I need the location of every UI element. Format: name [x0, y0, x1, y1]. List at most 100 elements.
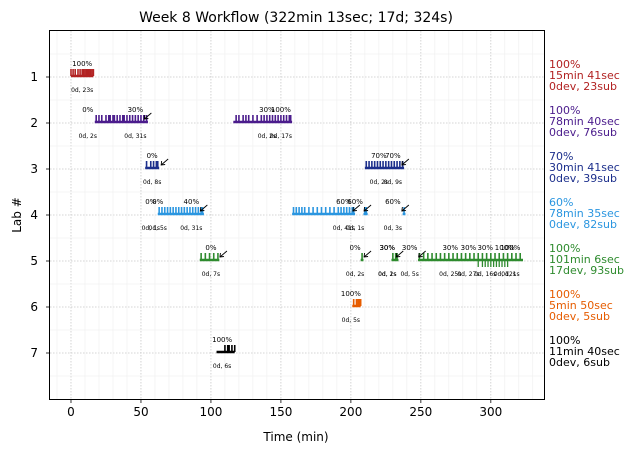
lab-5-percent-label: 100%	[500, 244, 520, 252]
lab-4-arrow-head	[352, 206, 357, 212]
lab-5-summary-line: 100%	[549, 242, 580, 255]
lab-5-duration-label: 0d, 27s	[457, 271, 479, 278]
lab-5-percent-label: 30%	[379, 244, 395, 252]
lab-3-summary-line: 70%	[549, 150, 573, 163]
lab-2-summary-line: 78min 40sec	[549, 115, 620, 128]
lab-5-duration-label: 0d, 1s	[378, 271, 396, 278]
lab-5-arrow	[219, 250, 228, 258]
lab-4-duration-label: 0d, 3s	[384, 225, 402, 232]
lab-3-arrow-head	[401, 160, 406, 166]
lab-5-percent-label: 30%	[442, 244, 458, 252]
lab-5-arrow	[363, 250, 372, 258]
x-axis-title: Time (min)	[262, 430, 328, 444]
y-tick-label: 7	[30, 346, 38, 360]
lab-5-arrow	[418, 250, 426, 258]
lab-2-arrow	[144, 112, 152, 120]
lab-5-duration-label: 0d, 25s	[439, 271, 461, 278]
lab-4-summary-line: 78min 35sec	[549, 207, 620, 220]
y-tick-label: 5	[30, 254, 38, 268]
lab-4-duration-label: 0d, 1s	[346, 225, 364, 232]
lab-3-percent-label: 0%	[147, 152, 158, 160]
lab-3-duration-label: 0d, 9s	[384, 179, 402, 186]
lab-4-duration-label: 0d, 41s	[333, 225, 355, 232]
lab-2-duration-label: 0d, 2s	[79, 133, 97, 140]
lab-1-percent-label: 100%	[72, 60, 92, 68]
lab-7-summary-line: 100%	[549, 334, 580, 347]
lab-5-percent-label: 30%	[402, 244, 418, 252]
lab-1-summary-line: 0dev, 23sub	[549, 80, 617, 93]
lab-6-percent-label: 100%	[341, 290, 361, 298]
lab-4-arrow-head	[199, 206, 205, 212]
lab-7-duration-label: 0d, 6s	[213, 363, 231, 370]
y-axis: 1 2 3 4 5 6 7	[30, 70, 50, 360]
lab-5-duration-label: 0d, 2s	[378, 271, 396, 278]
lab-2-duration-label: 0d, 31s	[124, 133, 146, 140]
lab-5-duration-label: 0d, 2s	[346, 271, 364, 278]
lab-2-percent-label: 30%	[128, 106, 144, 114]
lab-4-duration-label: 0d, 1s	[142, 225, 160, 232]
lab-5-summary-line: 17dev, 93sub	[549, 264, 624, 277]
lab-5-duration-label: 0d, 1s	[501, 271, 519, 278]
x-tick-label: 250	[409, 405, 432, 419]
lab-1-summary-line: 15min 41sec	[549, 69, 620, 82]
y-tick-label: 1	[30, 70, 38, 84]
lab-5-percent-label: 0%	[205, 244, 216, 252]
lab-5-arrow	[395, 250, 404, 258]
lab-4-arrow-head	[363, 206, 369, 212]
lab-5-summary-line: 101min 6sec	[549, 253, 620, 266]
lab-2-arrow-head	[143, 114, 149, 120]
lab-3-arrow	[401, 158, 410, 166]
lab-5-duration-label: 0d, 7s	[202, 271, 220, 278]
y-tick-label: 2	[30, 116, 38, 130]
lab-4-arrow-head	[401, 206, 406, 212]
lab-3-arrow-head	[160, 160, 166, 166]
lab-4-percent-label: 0%	[152, 198, 163, 206]
lab-5-percent-label: 30%	[477, 244, 493, 252]
lab-6-duration-label: 0d, 5s	[342, 317, 360, 324]
lab-2-duration-label: 0d, 17s	[270, 133, 292, 140]
lab-4-percent-label: 0%	[145, 198, 156, 206]
lab-5-duration-label: 0d, 12s	[494, 271, 516, 278]
lab-4-arrow	[200, 204, 208, 212]
lab-5-duration-label: 0d, 5s	[400, 271, 418, 278]
lab-4-duration-label: 0d, 31s	[180, 225, 202, 232]
lab-4-arrow	[352, 204, 361, 212]
lab-7-summary-line: 0dev, 6sub	[549, 356, 610, 369]
lab-2-percent-label: 100%	[271, 106, 291, 114]
lab-4-arrow	[401, 204, 410, 212]
x-axis: 0 50 100 150 200 250 300	[67, 399, 502, 419]
lab-4-duration-label: 0d, 5s	[149, 225, 167, 232]
lab-5-arrow-head	[418, 252, 423, 258]
lab-2-duration-label: 0d, 2s	[258, 133, 276, 140]
lab-annotations: 100% 0d, 23s 0% 0d, 2s 30% 0d, 31s 30% 0d, 2s 10…	[71, 60, 521, 370]
lab-5-percent-label: 0%	[350, 244, 361, 252]
y-tick-label: 4	[30, 208, 38, 222]
lab-2-percent-label: 0%	[82, 106, 93, 114]
y-axis-title: Lab #	[10, 197, 24, 233]
lab-5-arrow-head	[363, 252, 369, 258]
x-tick-label: 150	[269, 405, 292, 419]
x-tick-label: 50	[133, 405, 148, 419]
lab-4-arrow	[363, 204, 372, 212]
lab-4-percent-label: 60%	[385, 198, 401, 206]
lab-3-percent-label: 70%	[371, 152, 387, 160]
lab-2-summary-line: 0dev, 76sub	[549, 126, 617, 139]
lab-4-percent-label: 60%	[347, 198, 363, 206]
lab-6-summary-line: 0dev, 5sub	[549, 310, 610, 323]
y-tick-label: 6	[30, 300, 38, 314]
lab-3-arrow	[160, 158, 169, 166]
lab-4-summary-line: 60%	[549, 196, 573, 209]
y-tick-label: 3	[30, 162, 38, 176]
lab-2-summary-line: 100%	[549, 104, 580, 117]
lab-4-percent-label: 60%	[336, 198, 352, 206]
lab-3-duration-label: 0d, 8s	[143, 179, 161, 186]
lab-3-summary-line: 30min 41sec	[549, 161, 620, 174]
x-tick-label: 0	[67, 405, 75, 419]
lab-4-percent-label: 40%	[184, 198, 200, 206]
chart-title: Week 8 Workflow (322min 13sec; 17d; 324s…	[139, 10, 453, 26]
lab-5-percent-label: 100%	[495, 244, 515, 252]
lab-5-duration-label: 0d, 16s	[474, 271, 496, 278]
x-tick-label: 300	[479, 405, 502, 419]
